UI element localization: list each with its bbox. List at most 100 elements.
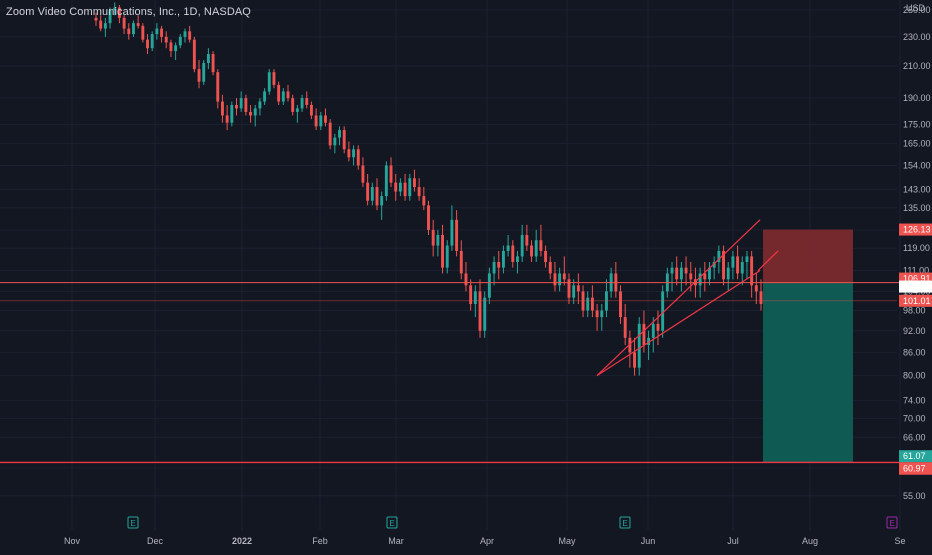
price-tag-label: 60.97: [903, 464, 926, 474]
candle-body: [347, 149, 351, 158]
candle-body: [103, 23, 107, 29]
candle-body: [445, 245, 449, 268]
candle-body: [99, 20, 103, 29]
candle-body: [441, 235, 445, 268]
candle-body: [220, 101, 224, 116]
candle-body: [651, 323, 655, 338]
price-axis-tick: 98.00: [903, 305, 926, 315]
candle-body: [375, 187, 379, 206]
candle-body: [239, 98, 243, 109]
candle-body: [263, 91, 267, 102]
candle-body: [136, 23, 140, 26]
price-axis-tick: 154.00: [903, 161, 931, 171]
candle-body: [183, 31, 187, 37]
candle-body: [356, 149, 360, 166]
price-tag-label: 106.91: [903, 274, 931, 284]
price-axis-tick: 55.00: [903, 491, 926, 501]
time-axis-label: Mar: [388, 536, 404, 546]
candle-body: [150, 34, 154, 49]
candle-body: [539, 240, 543, 251]
price-tag: [899, 462, 932, 475]
currency-label: USD: [906, 3, 926, 13]
candle-body: [619, 291, 622, 318]
candle-body: [754, 285, 758, 292]
candle-body: [202, 62, 206, 82]
candle-body: [576, 285, 580, 292]
candle-body: [562, 273, 566, 280]
candle-body: [352, 149, 356, 158]
candle-body: [731, 256, 735, 268]
candle-body: [108, 10, 112, 24]
candle-body: [366, 182, 370, 201]
wedge-lower-extension: [757, 250, 779, 271]
candle-body: [408, 178, 412, 197]
candle-body: [244, 98, 248, 112]
candle-body: [679, 267, 683, 280]
candle-body: [703, 273, 707, 280]
price-tag: [899, 280, 932, 293]
candle-body: [595, 310, 599, 318]
time-axis-label: Dec: [147, 536, 164, 546]
time-axis-label: 2022: [232, 536, 252, 546]
candle-body: [225, 115, 229, 123]
price-axis-tick: 135.00: [903, 203, 931, 213]
candle-body: [464, 273, 468, 286]
candle-body: [516, 256, 519, 262]
candle-body: [427, 205, 430, 230]
candle-body: [249, 111, 252, 116]
candle-body: [600, 310, 604, 318]
price-axis-tick: 86.00: [903, 347, 926, 357]
candle-body: [328, 122, 332, 146]
time-axis-label: Jul: [727, 536, 739, 546]
price-axis-tick: 74.00: [903, 396, 926, 406]
candle-body: [469, 285, 473, 305]
candle-body: [309, 104, 313, 116]
candle-body: [689, 273, 693, 280]
candle-body: [188, 31, 192, 40]
candle-body: [333, 137, 337, 146]
candle-body: [192, 39, 196, 70]
earnings-marker-label: E: [389, 519, 394, 528]
candle-body: [412, 178, 416, 188]
candle-body: [258, 101, 262, 109]
candle-body: [286, 91, 290, 99]
price-axis-tick: 92.00: [903, 326, 926, 336]
symbol-title: Zoom Video Communications, Inc., 1D, NAS…: [6, 6, 251, 18]
price-axis-tick: 175.00: [903, 120, 931, 130]
candle-body: [338, 130, 341, 138]
candle-body: [590, 297, 594, 311]
candle-body: [684, 267, 688, 274]
candle-body: [253, 108, 257, 116]
earnings-marker-label: E: [622, 519, 627, 528]
candle-body: [558, 273, 562, 286]
time-axis-label: Nov: [64, 536, 81, 546]
candle-body: [370, 187, 374, 201]
stop-loss-zone: [763, 229, 853, 283]
candle-body: [736, 256, 740, 274]
candle-body: [586, 297, 590, 311]
candle-body: [436, 235, 440, 246]
candle-body: [628, 337, 632, 353]
take-profit-zone: [763, 282, 853, 463]
candle-body: [750, 256, 754, 286]
candle-body: [281, 91, 285, 102]
candle-body: [647, 337, 651, 346]
candle-body: [314, 115, 318, 127]
price-axis-tick: 119.00: [903, 243, 930, 253]
candle-body: [342, 130, 346, 150]
candle-body: [235, 104, 238, 109]
candle-body: [487, 273, 491, 298]
candle-body: [544, 250, 548, 262]
price-axis-tick: 66.00: [903, 432, 926, 442]
price-axis-tick: 210.00: [903, 61, 931, 71]
candle-body: [745, 256, 749, 262]
candle-body: [206, 54, 210, 63]
candle-body: [403, 182, 407, 197]
candle-body: [267, 72, 271, 92]
candle-body: [141, 25, 145, 40]
candle-body: [295, 108, 299, 112]
time-axis-label: May: [558, 536, 576, 546]
candle-body: [417, 187, 421, 197]
